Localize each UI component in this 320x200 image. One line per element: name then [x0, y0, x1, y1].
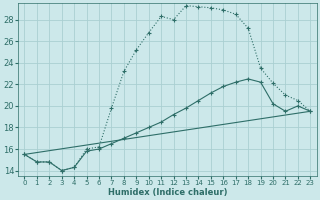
X-axis label: Humidex (Indice chaleur): Humidex (Indice chaleur): [108, 188, 227, 197]
